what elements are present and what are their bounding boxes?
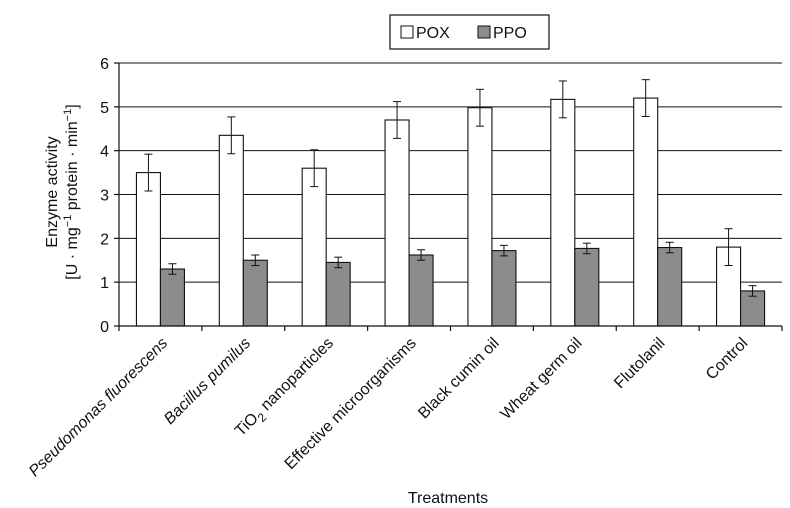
legend-swatch-ppo	[477, 25, 491, 39]
bar-ppo	[159, 268, 185, 327]
x-tick-label: Effective microorganisms	[282, 335, 420, 473]
x-tick-label: Control	[703, 335, 751, 383]
y-tick-label: 4	[100, 144, 109, 161]
legend-label-pox: POX	[416, 25, 450, 42]
x-tick-label: Black cumin oil	[415, 335, 502, 422]
axes	[118, 63, 782, 327]
bar-pox	[301, 167, 327, 327]
legend-box	[389, 14, 550, 50]
x-tick-label: Bacillus pumilus	[161, 335, 254, 428]
y-tick-label: 1	[100, 275, 109, 292]
bar-ppo	[740, 290, 766, 327]
bar-ppo	[657, 246, 683, 327]
x-tick-label: Wheat germ oil	[498, 335, 586, 423]
legend: POX PPO	[389, 14, 550, 50]
bar-pox	[467, 107, 493, 327]
y-tick-label: 5	[100, 100, 109, 117]
legend-label-ppo: PPO	[493, 25, 527, 42]
y-axis-title-line2: [U · mg−1 protein · min−1]	[62, 104, 81, 279]
x-axis-title: Treatments	[408, 490, 488, 507]
y-tick-label: 3	[100, 188, 109, 205]
bar-ppo	[408, 254, 434, 327]
bar-pox	[550, 98, 576, 327]
x-tick-label: Pseudomonas fluorescens	[26, 335, 171, 480]
y-tick-label: 0	[100, 319, 109, 336]
y-tick-label: 2	[100, 231, 109, 248]
bar-pox	[633, 97, 659, 327]
x-tick-label: Flutolanil	[611, 335, 668, 392]
bar-ppo	[574, 247, 600, 327]
legend-swatch-pox	[400, 25, 414, 39]
bar-ppo	[242, 259, 268, 327]
bar-pox	[384, 119, 410, 327]
bars	[135, 79, 766, 327]
y-tick-labels: 0 1 2 3 4 5 6	[100, 56, 109, 336]
bar-ppo	[325, 261, 351, 327]
bar-pox	[218, 134, 244, 327]
y-axis-title: Enzyme activity [U · mg−1 protein · min−…	[44, 104, 81, 279]
bar-ppo	[491, 250, 517, 327]
y-axis-title-line1: Enzyme activity	[44, 136, 61, 247]
y-tick-label: 6	[100, 56, 109, 73]
bar-pox	[135, 172, 161, 327]
